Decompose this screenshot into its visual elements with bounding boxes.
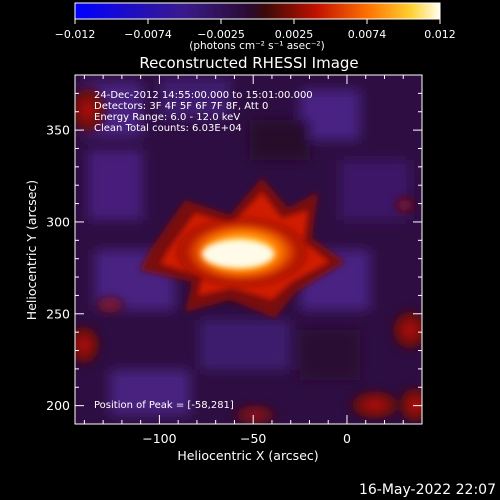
footer-timestamp: 16-May-2022 22:07	[359, 482, 496, 498]
colorbar-tick-label: −0.0025	[197, 28, 245, 41]
y-tick-label: 250	[46, 306, 70, 321]
y-axis-label: Heliocentric Y (arcsec)	[24, 180, 39, 320]
x-tick-label: −100	[142, 431, 176, 446]
image-area: 24-Dec-2012 14:55:00.000 to 15:01:00.000…	[75, 75, 422, 424]
x-axis-label: Heliocentric X (arcsec)	[177, 448, 318, 463]
flare-peak	[202, 240, 274, 268]
x-tick-label: −50	[240, 431, 266, 446]
colorbar-tick-label: −0.0074	[124, 28, 172, 41]
colorbar-ticks	[74, 19, 441, 24]
colorbar-tick-labels: −0.012 −0.0074 −0.0025 0.0025 0.0074 0.012	[55, 28, 456, 41]
red-edge-spots	[75, 82, 422, 424]
y-tick-label: 200	[46, 398, 70, 413]
purple-texture	[82, 78, 410, 415]
colorbar-tick-label: 0.0074	[348, 28, 387, 41]
colorbar-unit-label: (photons cm⁻² s⁻¹ asec⁻²)	[189, 40, 324, 52]
image-annotations: 24-Dec-2012 14:55:00.000 to 15:01:00.000…	[94, 90, 313, 134]
colorbar-tick-label: 0.0025	[275, 28, 314, 41]
flare-source	[140, 178, 345, 318]
annotation-line: 24-Dec-2012 14:55:00.000 to 15:01:00.000	[94, 90, 313, 101]
colorbar-gradient	[74, 2, 441, 20]
x-tick-label: 0	[343, 431, 351, 446]
plot-frame	[74, 74, 423, 425]
y-tick-label: 300	[46, 214, 70, 229]
annotation-line: Clean Total counts: 6.03E+04	[94, 123, 242, 134]
peak-position-label: Position of Peak = [-58,281]	[94, 400, 234, 411]
x-axis-ticks: −100 −50 0	[83, 75, 423, 446]
colorbar-tick-label: 0.012	[424, 28, 456, 41]
y-tick-label: 350	[46, 123, 70, 138]
colorbar: −0.012 −0.0074 −0.0025 0.0025 0.0074 0.012 (p…	[55, 2, 456, 52]
y-axis-ticks: 200 250 300 350	[46, 74, 422, 425]
plot-title: Reconstructed RHESSI Image	[139, 54, 358, 72]
colorbar-tick-label: −0.012	[55, 28, 96, 41]
annotation-line: Detectors: 3F 4F 5F 6F 7F 8F, Att 0	[94, 101, 268, 112]
annotation-line: Energy Range: 6.0 - 12.0 keV	[94, 112, 240, 123]
